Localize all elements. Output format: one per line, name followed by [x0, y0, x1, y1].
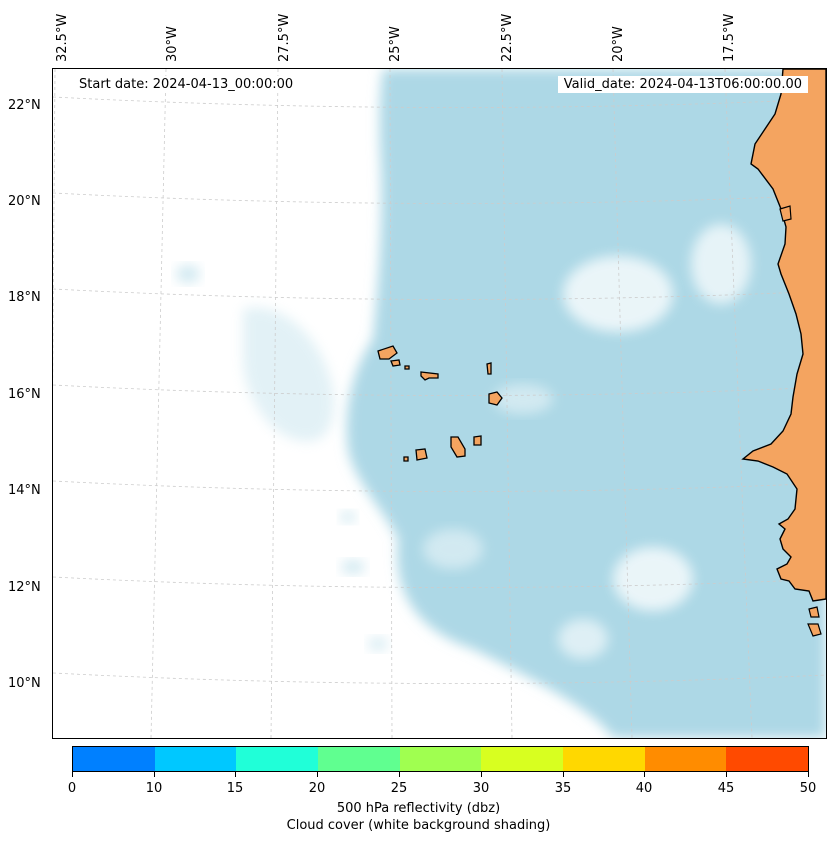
lat-label-22n: 22°N: [8, 98, 41, 113]
colorbar-tick-25: 25: [390, 781, 408, 796]
colorbar-tickmark-0: [72, 772, 73, 777]
map-frame[interactable]: [52, 68, 827, 739]
colorbar-tick-10: 10: [145, 781, 163, 796]
colorbar-tickmark-30: [481, 772, 482, 777]
colorbar-tick-20: 20: [308, 781, 326, 796]
colorbar-tickmark-40: [644, 772, 645, 777]
colorbar-segment-25-30: [399, 747, 482, 771]
colorbar-label-reflectivity: 500 hPa reflectivity (dbz): [336, 801, 501, 816]
colorbar-tickmark-20: [317, 772, 318, 777]
island-sal: [486, 362, 492, 375]
coastal-islet-north: [779, 205, 792, 222]
colorbar-tickmark-35: [563, 772, 564, 777]
gridlines: [53, 69, 826, 738]
island-boa-vista: [488, 391, 503, 406]
lon-label-30w: 30°W: [165, 26, 180, 62]
colorbar-tick-35: 35: [554, 781, 572, 796]
valid-date-label: Valid_date: 2024-04-13T06:00:00.00: [557, 76, 808, 93]
colorbar-tickmark-10: [154, 772, 155, 777]
cape-verde-islands: [377, 345, 503, 462]
lat-label-12n: 12°N: [8, 580, 41, 595]
lat-label-18n: 18°N: [8, 290, 41, 305]
island-brava: [403, 456, 409, 462]
lat-label-16n: 16°N: [8, 387, 41, 402]
lat-label-14n: 14°N: [8, 483, 41, 498]
colorbar-tick-45: 45: [717, 781, 735, 796]
colorbar-segment-35-40: [563, 747, 645, 771]
colorbar-segment-45-50: [726, 747, 809, 771]
lon-label-20w: 20°W: [611, 26, 626, 62]
colorbar-tickmark-45: [726, 772, 727, 777]
lat-label-10n: 10°N: [8, 676, 41, 691]
bijagos-islands: [807, 606, 822, 637]
colorbar-segment-20-25: [318, 747, 400, 771]
colorbar-tick-40: 40: [635, 781, 653, 796]
colorbar-tick-50: 50: [799, 781, 817, 796]
reflectivity-colorbar: [72, 746, 809, 772]
lon-label-32-5w: 32.5°W: [55, 13, 70, 62]
cloud-cover-shading: [176, 69, 826, 738]
island-maio: [473, 435, 482, 446]
colorbar-tick-30: 30: [472, 781, 490, 796]
colorbar-tickmark-25: [399, 772, 400, 777]
colorbar-tick-15: 15: [226, 781, 244, 796]
island-santiago: [450, 436, 466, 458]
colorbar-segment-40-45: [644, 747, 727, 771]
island-santo-antao: [377, 345, 398, 360]
colorbar-segment-10-15: [154, 747, 237, 771]
lon-label-27-5w: 27.5°W: [277, 13, 292, 62]
island-fogo: [415, 448, 428, 461]
colorbar-label-cloud-cover: Cloud cover (white background shading): [286, 818, 551, 833]
africa-coastline: [741, 69, 826, 602]
colorbar-tickmark-15: [235, 772, 236, 777]
island-sao-nicolau: [420, 371, 439, 381]
start-date-label: Start date: 2024-04-13_00:00:00: [73, 76, 300, 93]
island-santa-luzia: [404, 365, 410, 370]
colorbar-segment-15-20: [236, 747, 319, 771]
lon-label-22-5w: 22.5°W: [500, 13, 515, 62]
colorbar-segment-0-10: [73, 747, 155, 771]
colorbar-tickmark-50: [808, 772, 809, 777]
island-sao-vicente: [390, 359, 401, 367]
lon-label-25w: 25°W: [388, 26, 403, 62]
map-canvas: [53, 69, 826, 738]
lon-label-17-5w: 17.5°W: [722, 13, 737, 62]
colorbar-tick-0: 0: [67, 781, 77, 796]
colorbar-segment-30-35: [481, 747, 564, 771]
lat-label-20n: 20°N: [8, 194, 41, 209]
